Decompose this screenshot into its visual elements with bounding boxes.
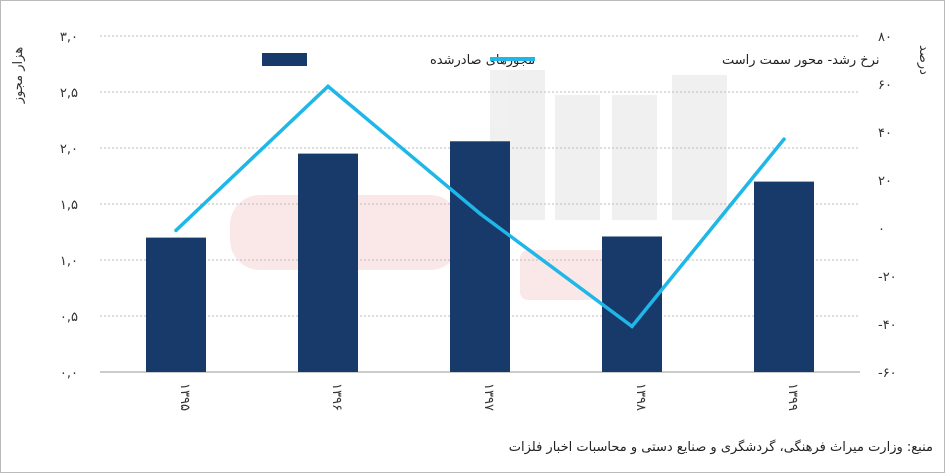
growth-point [630,324,634,329]
right-tick-label: ۶۰ [878,78,892,93]
left-tick-label: ۲,۰ [60,142,78,157]
right-axis-ticks: -۶۰ -۴۰ -۲۰ ۰ ۲۰ ۴۰ ۶۰ ۸۰ [878,30,897,381]
left-tick-label: ۰,۰ [60,366,78,381]
right-tick-label: ۸۰ [878,30,892,45]
x-tick-label: ۱۳۹۷ [481,383,496,411]
growth-point [326,84,330,89]
left-tick-label: ۰,۵ [60,310,78,325]
x-tick-label: ۱۳۹۵ [177,383,192,411]
legend-bar-label: مجوزهای صادرشده [430,53,535,68]
bar [298,153,358,372]
growth-point [478,211,482,216]
bar [754,181,814,372]
right-tick-label: -۲۰ [878,270,897,285]
left-axis-ticks: ۰,۰ ۰,۵ ۱,۰ ۱,۵ ۲,۰ ۲,۵ ۳,۰ [60,30,78,381]
right-tick-label: ۰ [878,222,885,237]
left-axis-title: هزار مجوز [11,47,26,105]
x-tick-label: ۱۳۹۹ [785,383,800,411]
left-tick-label: ۱,۰ [60,254,78,269]
left-tick-label: ۲,۵ [60,86,78,101]
bar [450,141,510,372]
right-tick-label: ۲۰ [878,174,892,189]
right-axis-title: درصد [916,45,931,75]
x-tick-label: ۱۳۹۶ [329,383,344,411]
left-tick-label: ۳,۰ [60,30,78,45]
growth-point [782,137,786,141]
line-series [174,84,786,329]
source-note: منبع: وزارت میراث فرهنگی، گردشگری و صنای… [508,440,933,455]
x-axis-ticks: ۱۳۹۵ ۱۳۹۶ ۱۳۹۷ ۱۳۹۸ ۱۳۹۹ [177,383,800,411]
bar [602,236,662,372]
legend-bar-swatch [262,53,307,66]
legend-line-label: نرخ رشد- محور سمت راست [722,53,879,68]
bar-series [146,141,814,372]
right-tick-label: ۴۰ [878,126,892,141]
right-tick-label: -۴۰ [878,318,897,333]
left-tick-label: ۱,۵ [60,198,78,213]
growth-point [174,228,178,233]
bar [146,237,206,372]
right-tick-label: -۶۰ [878,366,897,381]
x-tick-label: ۱۳۹۸ [633,383,648,411]
legend: مجوزهای صادرشده نرخ رشد- محور سمت راست [262,53,879,68]
